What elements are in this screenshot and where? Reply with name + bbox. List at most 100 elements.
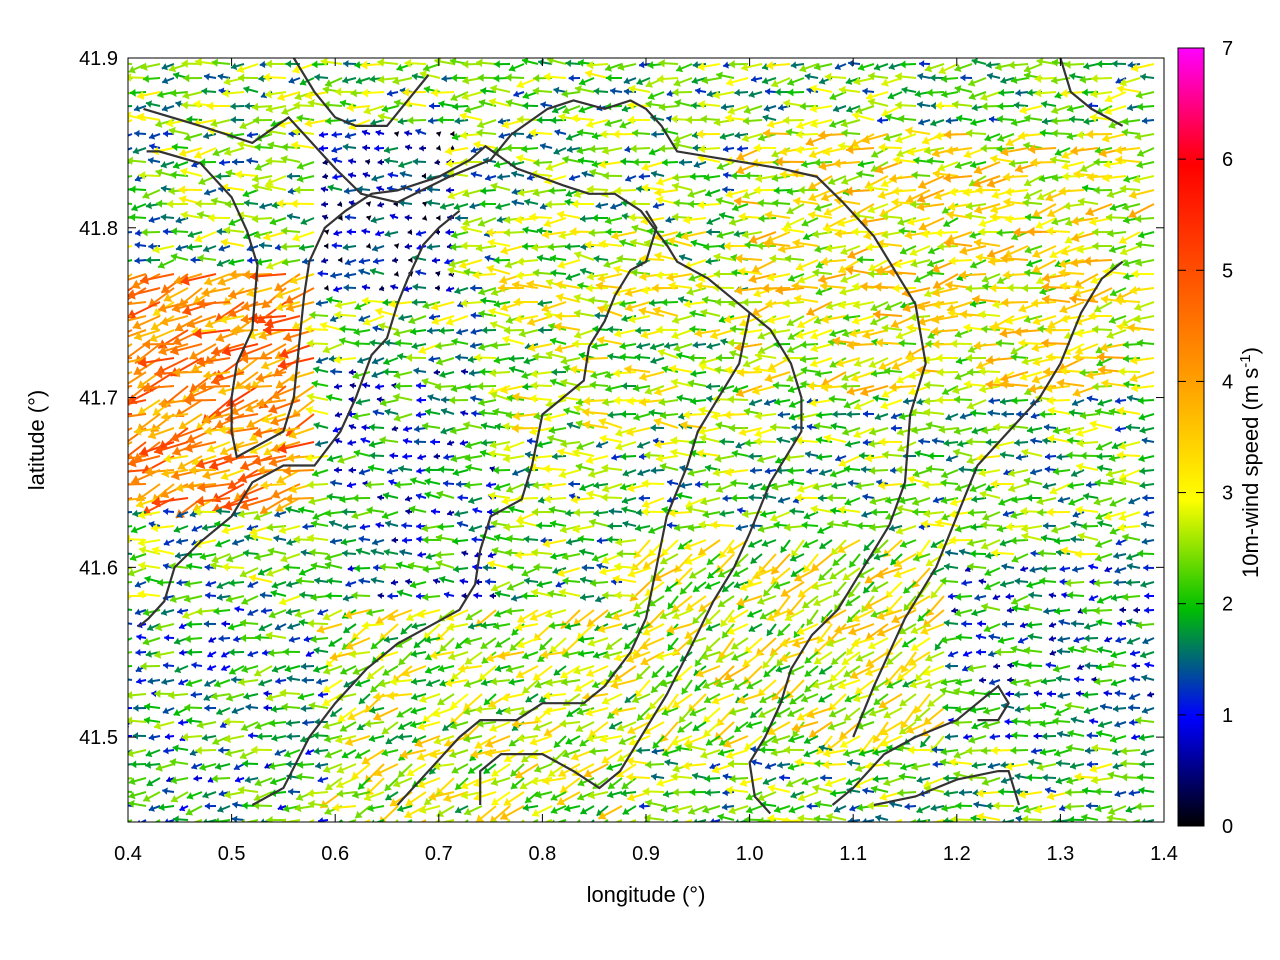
- wind-vector-head: [793, 196, 801, 206]
- wind-vector-head: [723, 241, 731, 251]
- wind-vector-head: [632, 129, 639, 138]
- wind-vector-head: [867, 205, 876, 214]
- wind-vector-head: [355, 77, 363, 85]
- wind-vector-head: [173, 275, 183, 286]
- wind-vector-head: [881, 230, 889, 239]
- wind-vector-head: [586, 283, 593, 293]
- wind-vector-head: [175, 216, 182, 224]
- wind-vector-head: [361, 296, 369, 306]
- wind-vector-head: [415, 411, 422, 419]
- wind-vector-head: [382, 367, 389, 376]
- wind-vector-head: [397, 352, 404, 361]
- wind-vector-head: [649, 148, 656, 156]
- wind-vector-head: [1070, 145, 1078, 156]
- wind-vector-head: [449, 58, 457, 66]
- wind-vector-head: [297, 162, 304, 170]
- wind-vector-head: [725, 113, 732, 123]
- wind-vector-head: [186, 481, 195, 492]
- wind-vector-head: [641, 285, 649, 295]
- wind-vector-head: [691, 101, 697, 110]
- wind-vector-head: [586, 272, 594, 281]
- wind-vector-head: [294, 185, 301, 195]
- wind-vector-head: [1065, 235, 1073, 244]
- wind-vector-head: [723, 171, 729, 179]
- wind-vector-head: [1001, 297, 1009, 308]
- wind-vector-head: [578, 105, 586, 114]
- wind-vector-head: [966, 201, 973, 211]
- wind-vector-head: [330, 479, 336, 487]
- wind-vector-head: [619, 121, 627, 129]
- wind-vector-head: [1042, 294, 1050, 305]
- wind-vector-head: [607, 410, 614, 419]
- wind-vector-head: [1046, 226, 1054, 236]
- wind-vector-head: [848, 59, 854, 68]
- wind-vector-head: [575, 85, 582, 94]
- wind-vector-head: [847, 249, 857, 260]
- wind-vector-head: [845, 265, 854, 276]
- wind-vector-head: [942, 206, 950, 214]
- wind-vector-head: [751, 264, 761, 274]
- wind-vector-head: [1122, 117, 1129, 126]
- wind-vector-head: [116, 276, 125, 286]
- wind-vector-head: [469, 202, 476, 210]
- wind-vector-head: [1027, 88, 1033, 97]
- wind-vector-head: [577, 281, 584, 290]
- wind-vector-head: [730, 253, 738, 262]
- wind-vector-head: [394, 131, 400, 138]
- wind-vector-head: [644, 239, 651, 248]
- wind-vector-head: [117, 297, 126, 306]
- wind-vector-head: [948, 202, 956, 212]
- wind-vector-head: [401, 522, 407, 530]
- wind-vector-head: [331, 242, 337, 250]
- wind-vector-head: [585, 69, 593, 79]
- wind-vector-head: [788, 274, 796, 282]
- wind-vector-head: [550, 269, 557, 277]
- wind-vector-head: [163, 293, 173, 302]
- wind-vector-head: [940, 478, 947, 488]
- wind-vector-head: [1137, 149, 1145, 157]
- wind-vector-head: [194, 150, 203, 159]
- wind-vector-head: [207, 126, 216, 136]
- wind-vector-head: [1061, 150, 1070, 160]
- wind-vector-head: [703, 242, 710, 251]
- wind-vector-head: [959, 246, 968, 256]
- wind-vector-head: [814, 158, 821, 167]
- wind-vector-head: [494, 60, 500, 69]
- wind-vector-head: [881, 179, 890, 188]
- wind-vector-head: [396, 63, 404, 72]
- wind-vector-head: [339, 99, 347, 108]
- wind-vector-head: [619, 299, 626, 308]
- wind-vector-head: [228, 307, 238, 318]
- wind-vector-head: [1024, 64, 1032, 73]
- wind-vector-head: [128, 289, 136, 300]
- wind-vector-head: [363, 106, 372, 115]
- wind-vector-head: [917, 101, 923, 109]
- wind-vector-head: [102, 335, 111, 345]
- wind-vector-head: [756, 241, 763, 251]
- wind-vector-head: [505, 143, 512, 153]
- wind-vector-head: [532, 86, 540, 96]
- wind-vector-head: [337, 201, 343, 208]
- wind-vector: [128, 273, 133, 279]
- wind-vector-head: [455, 214, 461, 222]
- wind-vector-head: [194, 234, 203, 243]
- wind-vector-head: [1096, 60, 1103, 68]
- wind-vector-head: [725, 189, 734, 199]
- wind-vector-head: [799, 102, 806, 111]
- wind-vector-head: [748, 452, 754, 461]
- wind-vector-head: [281, 107, 289, 116]
- wind-vector-head: [201, 287, 210, 298]
- wind-vector-head: [422, 214, 428, 221]
- wind-vector-head: [155, 119, 163, 128]
- wind-vector-head: [688, 353, 695, 363]
- wind-vector-head: [775, 156, 783, 167]
- wind-vector-head: [670, 114, 678, 124]
- wind-vector-head: [1014, 326, 1022, 337]
- wind-vector-head: [1043, 423, 1050, 431]
- wind-vector-head: [246, 157, 253, 165]
- wind-vector-head: [376, 185, 382, 193]
- wind-vector-head: [131, 204, 139, 212]
- wind-vector-head: [1110, 289, 1118, 297]
- wind-vector-head: [148, 216, 155, 224]
